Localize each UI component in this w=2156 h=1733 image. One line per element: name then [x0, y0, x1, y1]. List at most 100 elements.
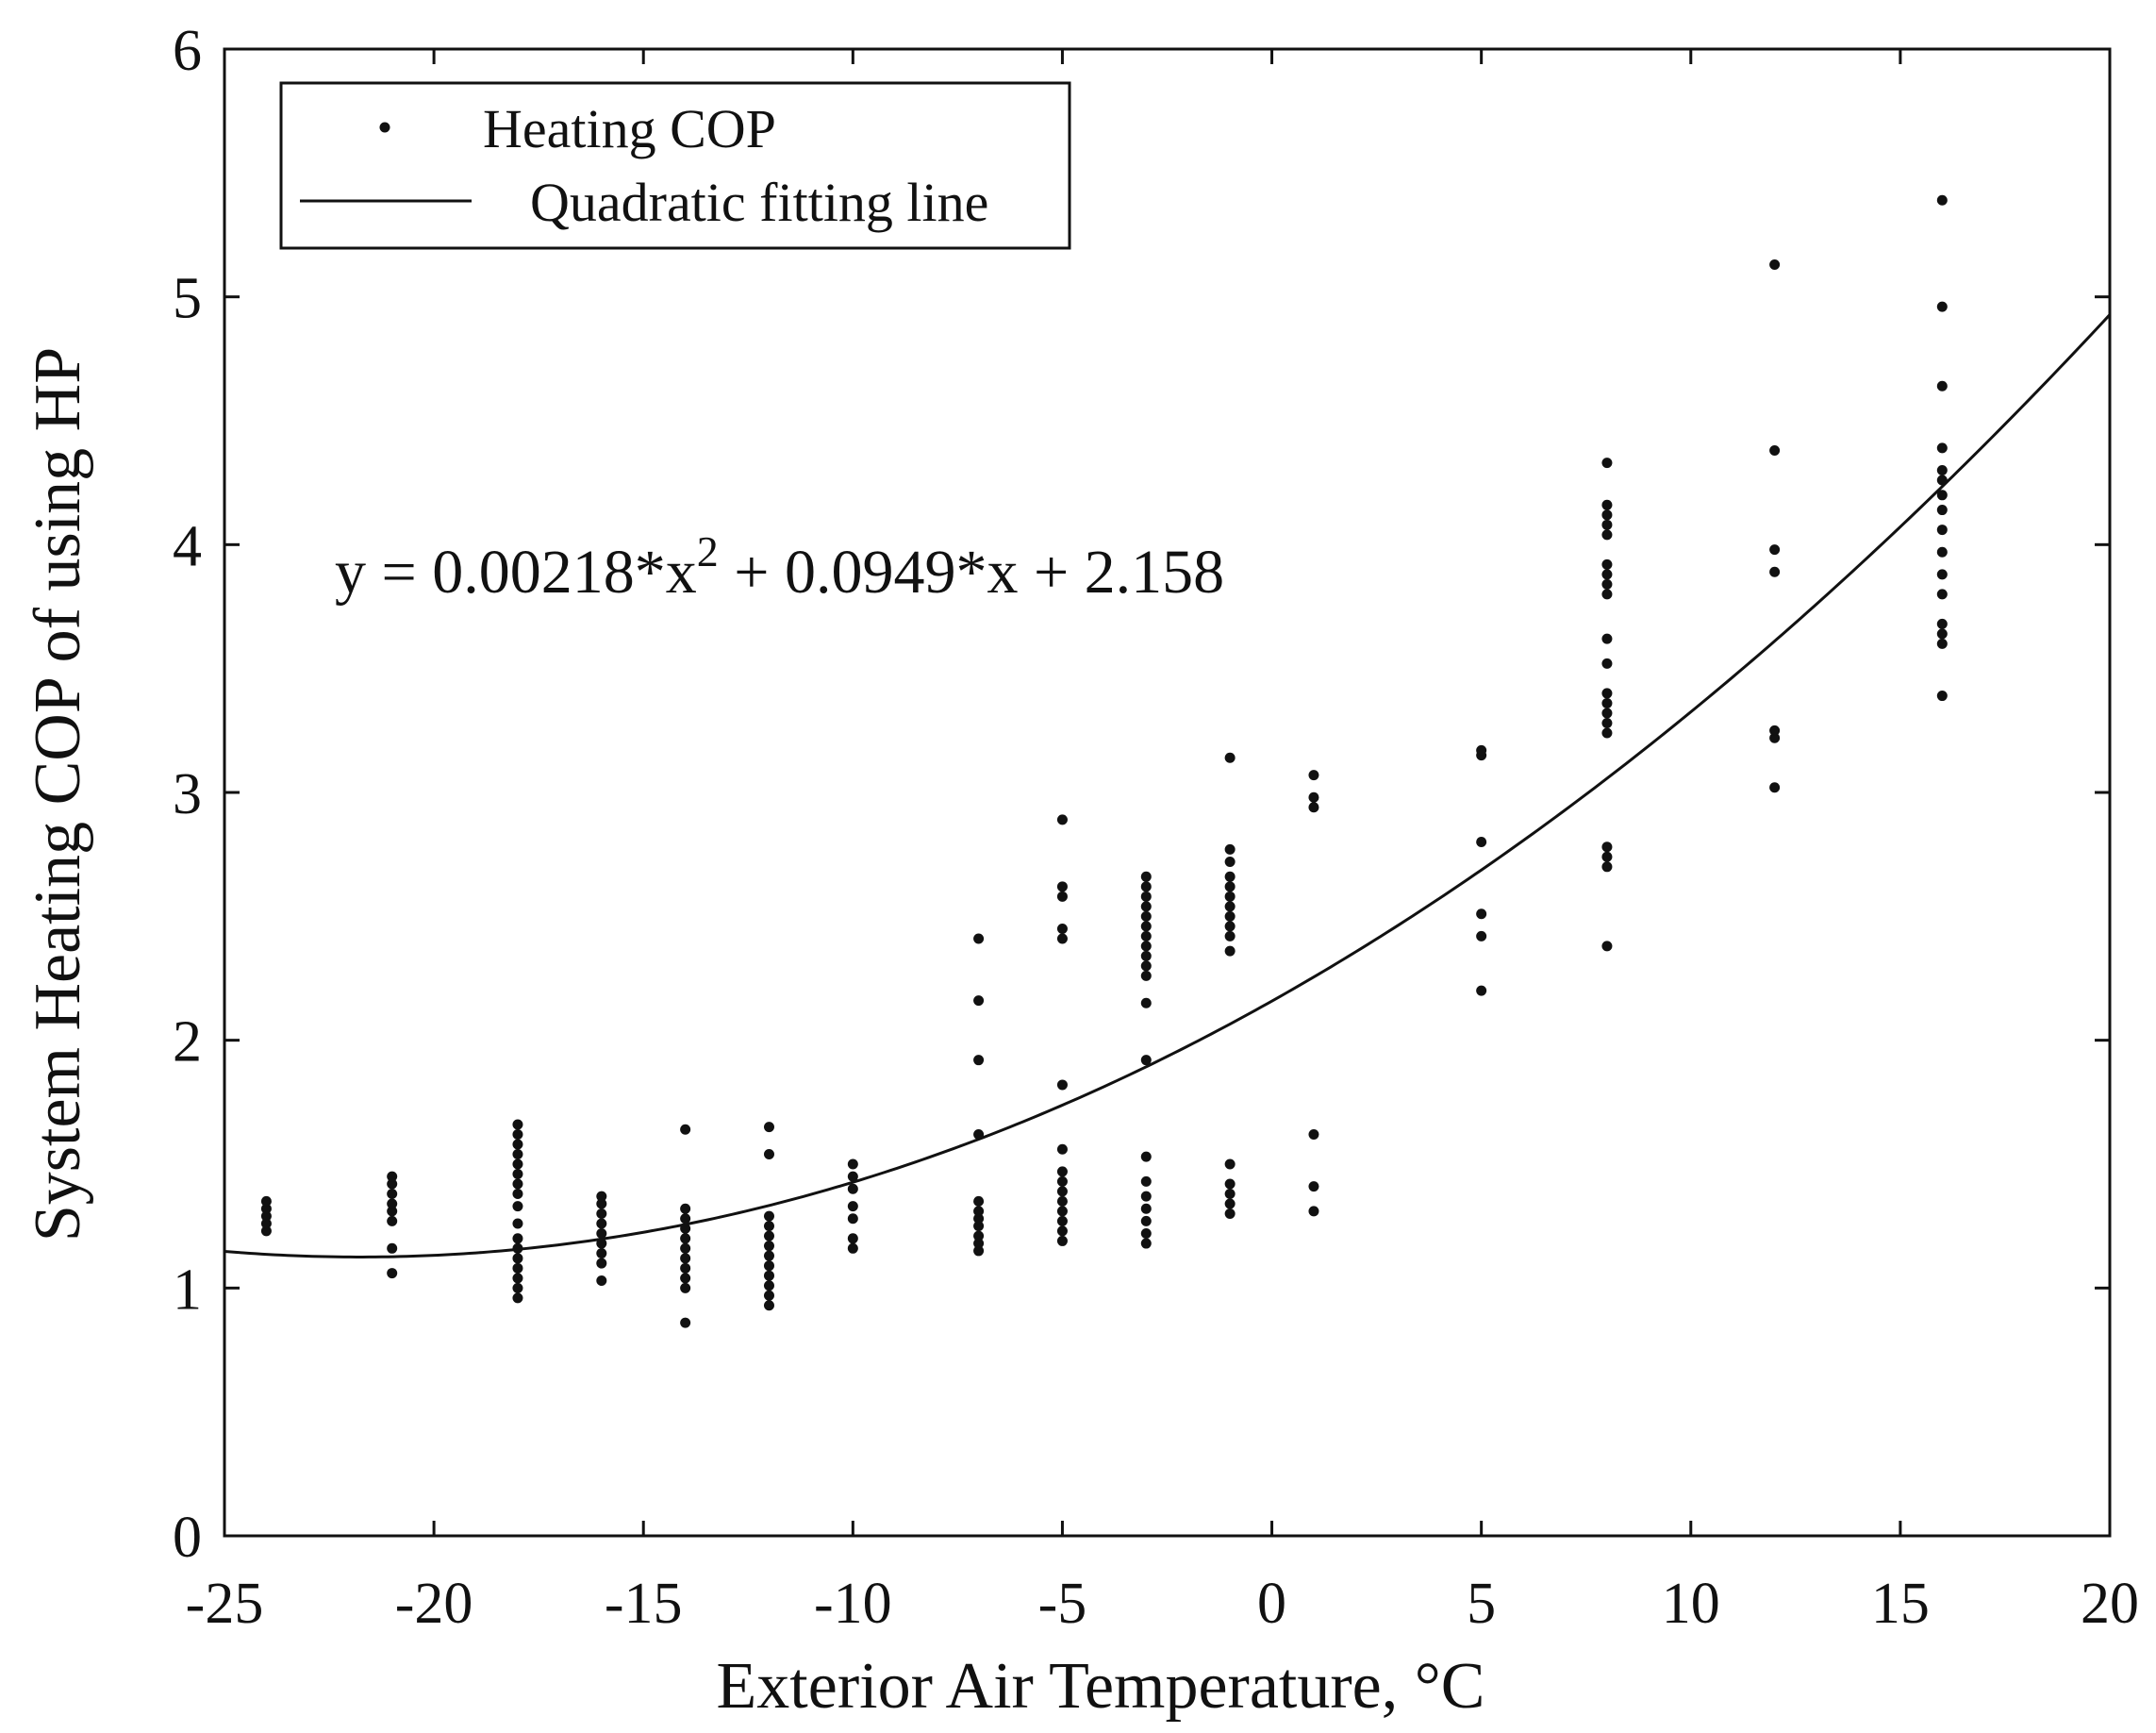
data-point [1476, 930, 1487, 941]
x-tick-label: -5 [1038, 1572, 1087, 1636]
data-point [680, 1262, 691, 1274]
data-point [1140, 1203, 1152, 1214]
data-point [1224, 901, 1236, 912]
data-point [512, 1273, 523, 1284]
x-tick-label: -20 [395, 1572, 473, 1636]
data-point [1140, 1191, 1152, 1202]
data-point [1224, 881, 1236, 892]
data-point [1769, 544, 1781, 556]
data-point [1601, 851, 1613, 862]
data-point [973, 1221, 985, 1232]
data-point [680, 1242, 691, 1254]
data-point [1476, 908, 1487, 920]
data-point [596, 1198, 607, 1209]
data-point [1056, 814, 1068, 825]
equation-suffix: + 0.0949*x + 2.158 [719, 538, 1224, 607]
data-point [1056, 1195, 1068, 1207]
data-point [847, 1213, 858, 1225]
data-point [1056, 1225, 1068, 1237]
data-point [1936, 465, 1948, 476]
data-point [1936, 301, 1948, 312]
data-point [512, 1158, 523, 1170]
data-point [1936, 691, 1948, 702]
legend-marker-heating-cop [379, 122, 390, 133]
data-point [1224, 945, 1236, 957]
data-point [387, 1206, 398, 1217]
y-tick-label: 0 [173, 1506, 202, 1570]
data-point [512, 1253, 523, 1264]
data-point [1224, 1178, 1236, 1190]
data-point [1224, 843, 1236, 855]
data-point [1936, 638, 1948, 649]
data-point [847, 1171, 858, 1182]
data-point [1224, 857, 1236, 868]
data-point [1140, 930, 1152, 941]
data-point [512, 1178, 523, 1190]
equation-superscript: 2 [697, 527, 719, 575]
data-point [1056, 1206, 1068, 1217]
data-point [596, 1238, 607, 1249]
data-point [512, 1119, 523, 1130]
data-point [1601, 529, 1613, 541]
data-point [680, 1253, 691, 1264]
data-point [1936, 628, 1948, 640]
data-point [1476, 744, 1487, 756]
data-point [1140, 871, 1152, 882]
data-point [763, 1290, 774, 1301]
y-tick-label: 3 [173, 762, 202, 826]
data-point [1224, 891, 1236, 902]
y-tick-label: 4 [173, 514, 202, 578]
data-point [973, 1245, 985, 1257]
data-point [847, 1233, 858, 1244]
data-point [1936, 618, 1948, 629]
data-point [1601, 633, 1613, 644]
fit-equation: y = 0.00218*x2 + 0.0949*x + 2.158 [335, 527, 1224, 607]
data-point [512, 1292, 523, 1304]
data-point [1936, 475, 1948, 486]
data-point [1140, 881, 1152, 892]
data-point [973, 1195, 985, 1207]
data-point [1601, 697, 1613, 708]
data-point [1601, 688, 1613, 699]
data-point [763, 1230, 774, 1241]
scatter-points [260, 194, 1948, 1328]
data-point [1936, 490, 1948, 501]
data-point [1056, 1143, 1068, 1155]
data-point [763, 1148, 774, 1159]
data-point [1936, 442, 1948, 454]
legend: Heating COP Quadratic fitting line [279, 81, 1071, 250]
data-point [512, 1262, 523, 1274]
data-point [387, 1178, 398, 1190]
data-point [1936, 194, 1948, 206]
data-point [1140, 1238, 1152, 1249]
x-tick-label: 5 [1467, 1572, 1496, 1636]
data-point [1601, 569, 1613, 580]
data-point [387, 1242, 398, 1254]
data-point [1601, 499, 1613, 510]
y-axis-title: System Heating COP of using HP [22, 347, 94, 1241]
data-point [763, 1300, 774, 1311]
data-point [1224, 752, 1236, 763]
data-point [973, 1206, 985, 1217]
data-point [763, 1241, 774, 1252]
data-point [387, 1198, 398, 1209]
data-point [1224, 921, 1236, 932]
data-point [1601, 861, 1613, 873]
data-point [1769, 566, 1781, 577]
data-point [512, 1242, 523, 1254]
data-point [763, 1210, 774, 1222]
data-point [1936, 569, 1948, 580]
data-point [680, 1124, 691, 1135]
data-point [1601, 708, 1613, 719]
data-point [1476, 985, 1487, 996]
data-point [1140, 1055, 1152, 1066]
data-point [1601, 658, 1613, 669]
x-tick-label: 0 [1257, 1572, 1286, 1636]
data-point [1601, 578, 1613, 590]
data-point [1769, 445, 1781, 457]
data-point [260, 1195, 272, 1207]
data-point [1476, 837, 1487, 848]
data-point [1936, 546, 1948, 558]
